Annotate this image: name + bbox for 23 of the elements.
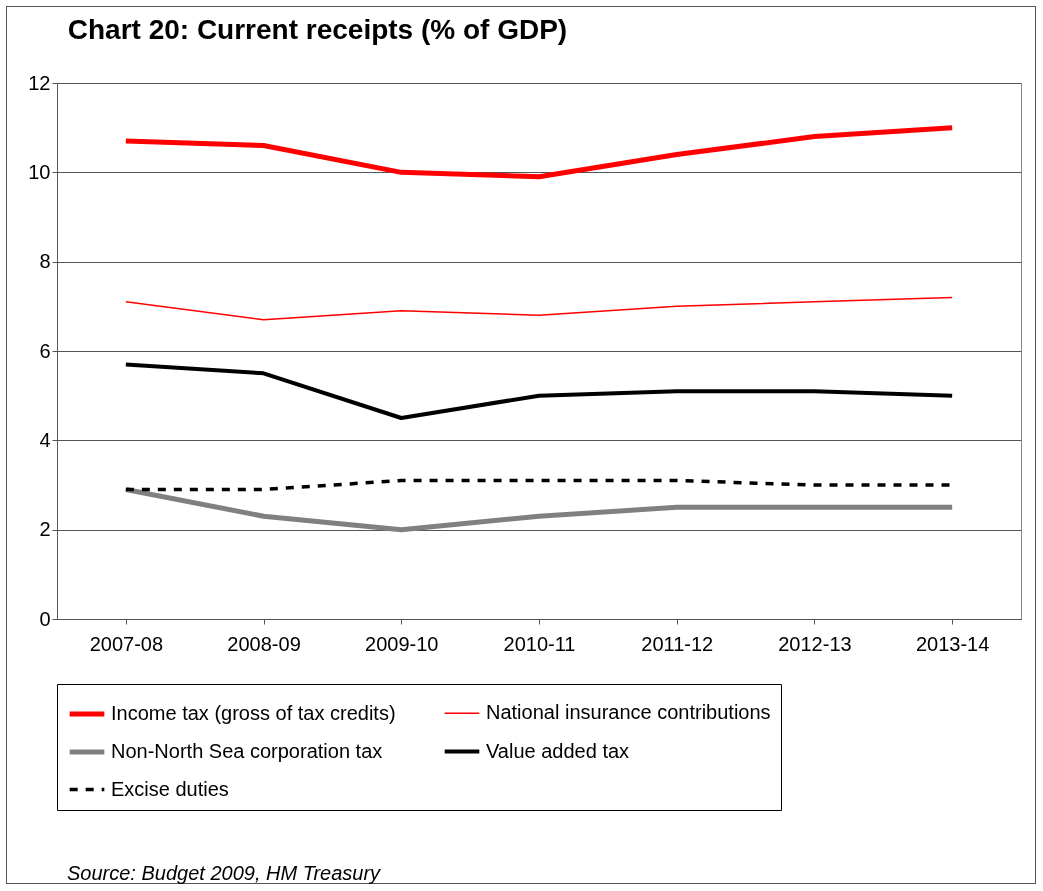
legend-label: Income tax (gross of tax credits): [111, 702, 396, 724]
line-series: [123, 362, 955, 420]
x-tick-label: 2013-14: [915, 632, 990, 655]
y-tick-label: 2: [39, 518, 51, 541]
legend-label: Excise duties: [111, 777, 229, 800]
x-tick-label: 2012-13: [778, 632, 852, 655]
line-series: [125, 296, 953, 321]
legend-label: National insurance contributions: [486, 701, 771, 724]
y-tick-label: 10: [28, 160, 51, 183]
x-tick-label: 2008-09: [227, 632, 301, 655]
x-tick-label: 2007-08: [89, 632, 164, 655]
y-tick-label: 0: [39, 607, 51, 630]
x-tick-label: 2011-12: [641, 632, 714, 655]
y-tick-label: 12: [28, 71, 51, 94]
source-note: Source: Budget 2009, HM Treasury: [67, 862, 381, 885]
y-tick-label: 6: [39, 339, 51, 362]
legend-label: Non-North Sea corporation tax: [111, 740, 383, 762]
y-tick-label: 8: [39, 250, 51, 273]
chart-title: Chart 20: Current receipts (% of GDP): [67, 14, 568, 45]
legend-label: Value added tax: [486, 739, 630, 762]
x-tick-label: 2009-10: [365, 632, 439, 655]
y-tick-label: 4: [39, 428, 51, 451]
x-tick-label: 2010-11: [503, 632, 576, 655]
